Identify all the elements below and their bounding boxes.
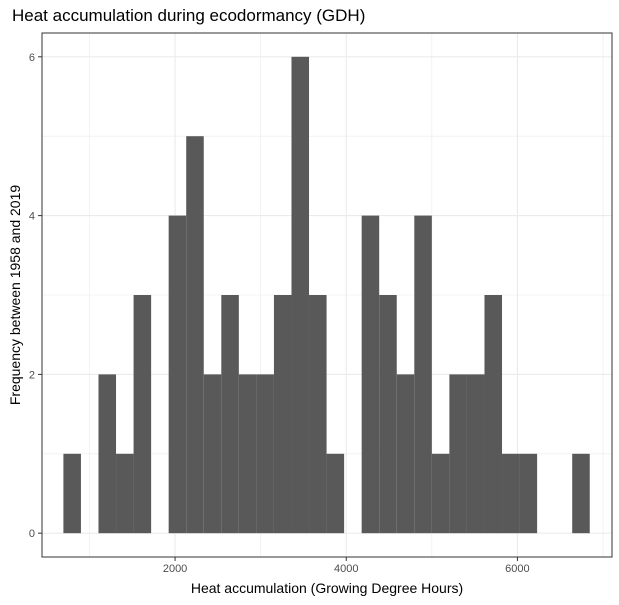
histogram-bars: [63, 56, 590, 534]
histogram-bar: [572, 453, 590, 534]
histogram-bar: [238, 374, 257, 534]
histogram-bar: [186, 136, 204, 534]
histogram-bar: [98, 374, 117, 534]
histogram-bar: [309, 295, 327, 534]
histogram-bar: [133, 295, 152, 534]
histogram-bar: [519, 453, 538, 534]
y-axis-ticks: 0 2 4 6: [29, 52, 42, 540]
histogram-bar: [502, 453, 520, 534]
histogram-bar: [326, 453, 345, 534]
histogram-bar: [291, 56, 310, 534]
histogram-bar: [379, 295, 397, 534]
y-tick-label: 0: [29, 528, 35, 540]
histogram-bar: [63, 453, 81, 534]
histogram-bar: [256, 374, 274, 534]
histogram-bar: [431, 453, 450, 534]
y-tick-label: 2: [29, 369, 35, 381]
x-axis-title: Heat accumulation (Growing Degree Hours): [191, 580, 463, 596]
chart-title: Heat accumulation during ecodormancy (GD…: [12, 6, 366, 25]
histogram-bar: [203, 374, 222, 534]
histogram-bar: [484, 295, 503, 534]
y-tick-label: 6: [29, 52, 35, 64]
y-axis-title: Frequency between 1958 and 2019: [7, 185, 23, 405]
panel-border: [41, 32, 613, 558]
x-axis-ticks: 2000 4000 6000: [163, 557, 530, 575]
histogram-bar: [396, 374, 415, 534]
y-tick-label: 4: [29, 211, 35, 223]
x-tick-label: 6000: [505, 563, 529, 575]
histogram-bar: [221, 295, 239, 534]
histogram-bar: [466, 374, 485, 534]
histogram-bar: [449, 374, 467, 534]
x-tick-label: 2000: [163, 563, 187, 575]
histogram-bar: [361, 215, 380, 534]
x-tick-label: 4000: [334, 563, 358, 575]
histogram-bar: [414, 215, 432, 534]
histogram-bar: [116, 453, 134, 534]
histogram-bar: [273, 295, 292, 534]
histogram-bar: [168, 215, 187, 534]
